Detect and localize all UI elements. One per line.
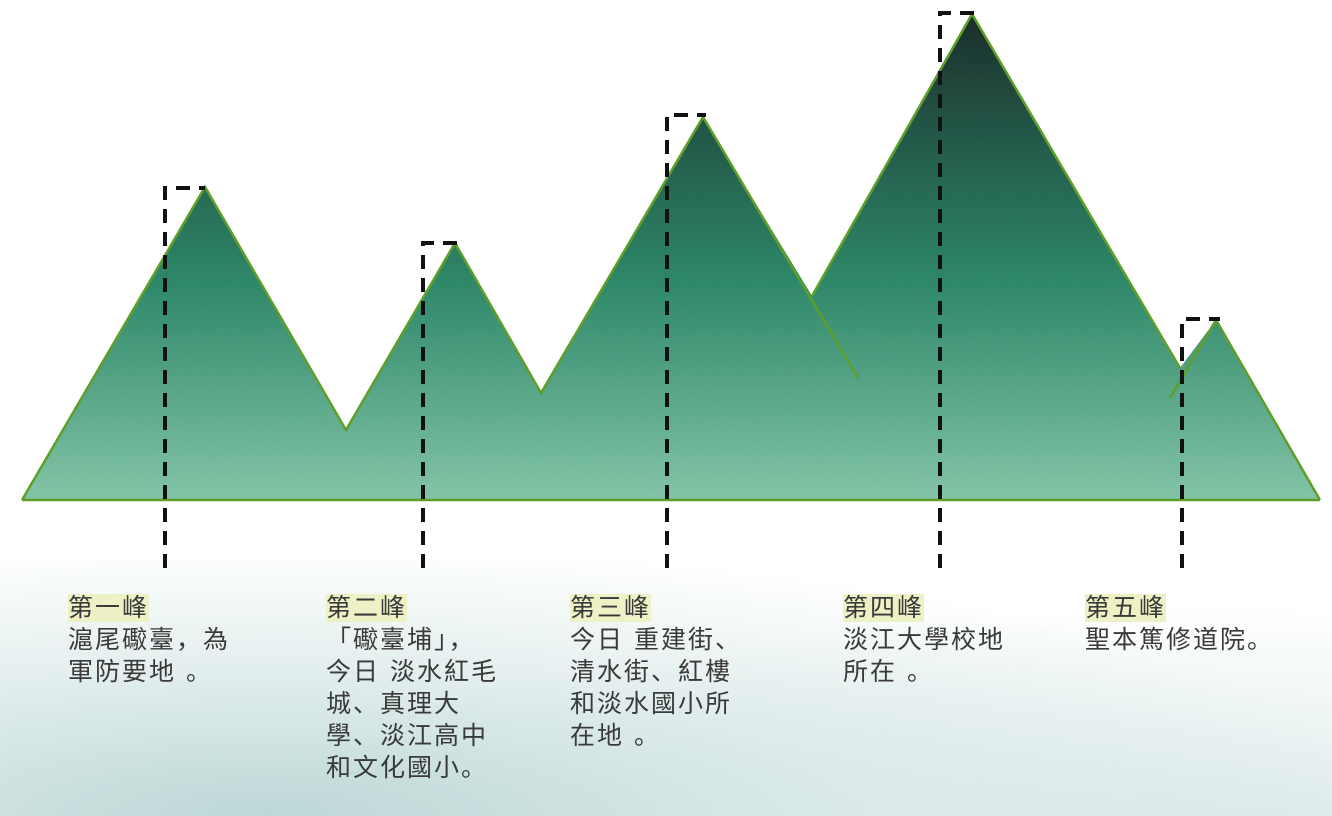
peak-text-line: 淡江大學校地 <box>843 625 1006 654</box>
peak-text-line: 學、淡江高中 <box>326 721 489 750</box>
peak-text-line: 城、真理大 <box>326 689 462 718</box>
peak-label-3: 第三峰 今日 重建街、 清水街、紅樓 和淡水國小所 在地 。 <box>570 592 742 752</box>
peak-text-line: 在地 。 <box>570 721 661 750</box>
peak-marker-1 <box>163 186 205 568</box>
peak-text-line: 今日 重建街、 <box>570 625 742 654</box>
peak-text-line: 軍防要地 。 <box>68 657 213 686</box>
peak-text-line: 滬尾礮臺，為 <box>68 625 231 654</box>
mountain-ridge <box>22 14 1320 500</box>
peak-label-2: 第二峰 「礮臺埔」， 今日 淡水紅毛 城、真理大 學、淡江高中 和文化國小。 <box>326 592 498 784</box>
peak-marker-3 <box>665 113 706 568</box>
peak-label-5: 第五峰 聖本篤修道院。 <box>1085 592 1274 656</box>
peak-text-line: 清水街、紅樓 <box>570 657 733 686</box>
peak-text-line: 所在 。 <box>843 657 934 686</box>
peak-text-line: 和文化國小。 <box>326 753 489 782</box>
peak-text-line: 和淡水國小所 <box>570 689 733 718</box>
peak-title: 第一峰 <box>68 593 150 622</box>
peak-label-1: 第一峰 滬尾礮臺，為 軍防要地 。 <box>68 592 230 688</box>
peak-marker-2 <box>421 241 461 568</box>
peak-label-4: 第四峰 淡江大學校地 所在 。 <box>843 592 1005 688</box>
peak-title: 第二峰 <box>326 593 408 622</box>
peak-text-line: 「礮臺埔」， <box>326 625 476 654</box>
peak-title: 第四峰 <box>843 593 925 622</box>
peak-marker-5 <box>1180 317 1220 568</box>
peak-text-line: 聖本篤修道院。 <box>1085 625 1275 654</box>
peak-title: 第五峰 <box>1085 593 1167 622</box>
peak-text-line: 今日 淡水紅毛 <box>326 657 498 686</box>
peak-marker-4 <box>938 11 978 568</box>
peak-title: 第三峰 <box>570 593 652 622</box>
